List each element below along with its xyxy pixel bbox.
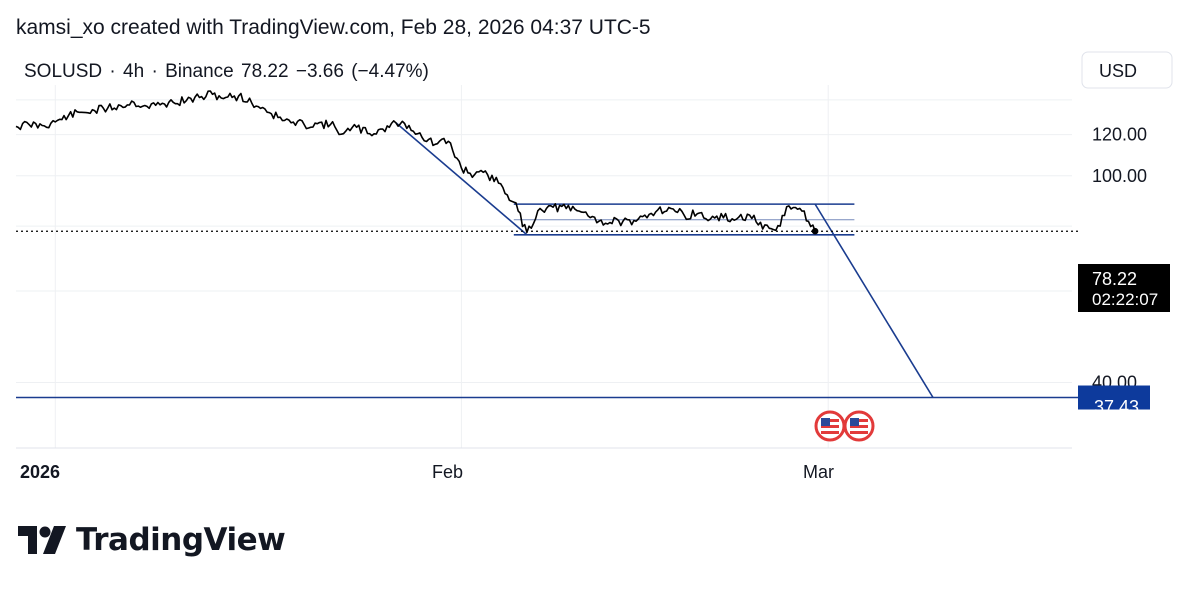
- trendline-drawing[interactable]: [395, 122, 528, 236]
- trendline-drawing[interactable]: [814, 203, 934, 398]
- last-price-badge: [1078, 264, 1170, 312]
- economic-events: [814, 410, 875, 442]
- x-tick-label: Feb: [432, 462, 463, 482]
- x-tick-label: Mar: [803, 462, 834, 482]
- y-tick-label: 100.00: [1092, 166, 1147, 186]
- symbol-legend[interactable]: SOLUSD · 4h · Binance 78.22 −3.66 (−4.47…: [24, 61, 431, 83]
- symbol-price: 78.22: [241, 61, 289, 82]
- symbol-name: SOLUSD: [24, 61, 103, 82]
- grid: [16, 85, 1072, 449]
- price-series-line: [15, 90, 816, 234]
- y-tick-label: 120.00: [1092, 125, 1147, 145]
- tradingview-brand[interactable]: TradingView: [18, 522, 286, 558]
- symbol-change: −3.66: [295, 61, 344, 82]
- chart-credit: kamsi_xo created with TradingView.com, F…: [16, 16, 651, 39]
- x-tick-label: 2026: [20, 462, 60, 482]
- price-badges: 78.22 02:22:07 37.43: [1078, 264, 1170, 417]
- last-price-dot: [811, 227, 819, 235]
- time-axis[interactable]: 2026 Feb Mar: [20, 462, 834, 482]
- us-flag-event-icon[interactable]: [843, 410, 875, 442]
- target-level-badge-value: 37.43: [1094, 397, 1139, 417]
- currency-button[interactable]: [1081, 51, 1173, 89]
- drawings: [16, 122, 1078, 399]
- symbol-change-pct: (−4.47%): [351, 61, 429, 82]
- symbol-interval: 4h: [123, 61, 145, 82]
- currency-label: USD: [1099, 61, 1137, 81]
- symbol-exchange: Binance: [165, 61, 234, 82]
- tradingview-logo-icon: [18, 526, 66, 554]
- us-flag-event-icon[interactable]: [814, 410, 846, 442]
- bar-countdown: 02:22:07: [1092, 290, 1158, 309]
- target-level-badge: [1078, 385, 1150, 410]
- tradingview-wordmark: TradingView: [76, 522, 286, 558]
- last-price-badge-value: 78.22: [1092, 269, 1137, 289]
